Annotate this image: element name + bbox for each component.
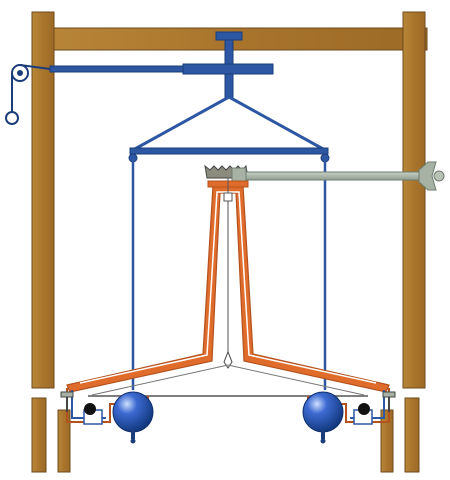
right-screw [382, 391, 396, 412]
sling-left [132, 95, 230, 152]
small-ball-left [84, 403, 96, 415]
left-screw [60, 391, 74, 412]
lead-sphere-right [302, 391, 344, 444]
beam-pivot [223, 350, 233, 369]
base-left-inner-post [57, 409, 71, 473]
small-ball-right [358, 403, 370, 415]
fibre-clamp [223, 192, 233, 202]
small-ball-icon [84, 403, 370, 415]
crossbar [129, 147, 329, 155]
pulley-wheel-icon [5, 64, 51, 125]
torsion-head-assembly [204, 161, 445, 191]
frame-left-post [31, 11, 55, 389]
control-rod-sleeve [182, 63, 274, 75]
steel-adjustment-rod [237, 171, 424, 181]
base-left-outer-post [31, 397, 47, 473]
beam-thread-right [227, 364, 365, 396]
lower-enclosure [60, 388, 396, 425]
lead-sphere-icon [112, 391, 344, 444]
t-piece-cap [215, 31, 243, 41]
base-right-outer-post [404, 397, 420, 473]
lead-sphere-left [112, 391, 154, 444]
base-right-inner-post [380, 409, 394, 473]
frame-right-post [402, 11, 426, 389]
beam-thread-left [91, 364, 229, 396]
sling-right [228, 95, 326, 152]
torsion-head-knob-icon [418, 161, 445, 191]
upper-suspension [5, 31, 330, 390]
wooden-frame [31, 11, 428, 473]
